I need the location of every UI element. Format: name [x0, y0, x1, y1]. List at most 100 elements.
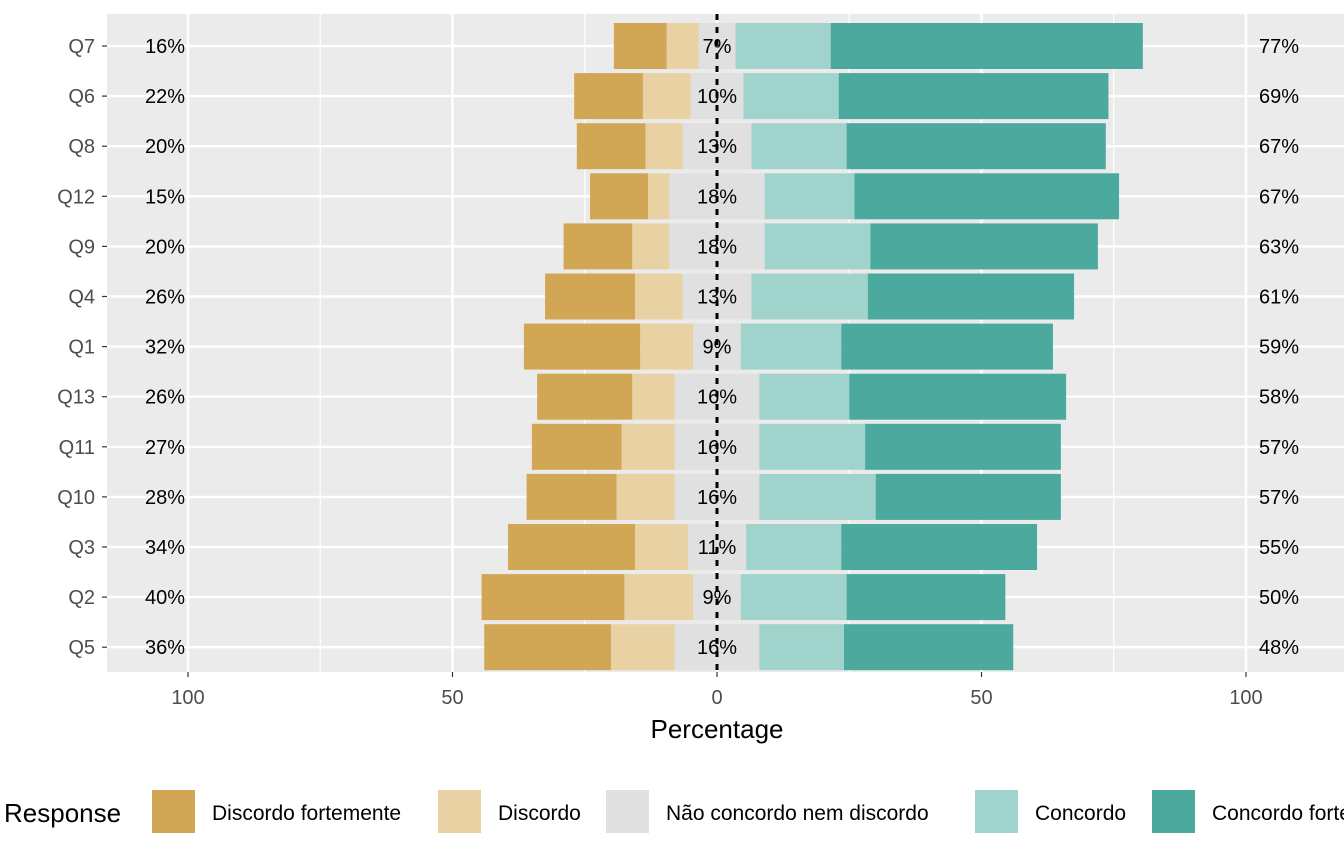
bar-concordo-fortemente: [867, 273, 1075, 320]
y-tick-label: Q3: [68, 537, 95, 559]
bar-concordo: [740, 323, 842, 370]
bar-discordo-fortemente: [590, 173, 649, 220]
y-tick-label: Q12: [57, 186, 95, 208]
bar-discordo-fortemente: [574, 73, 643, 120]
center-percentage-label: 16%: [697, 437, 737, 459]
bar-concordo: [759, 473, 876, 520]
right-percentage-label: 59%: [1259, 337, 1299, 359]
bar-discordo-fortemente: [484, 624, 612, 671]
legend-key: [1152, 790, 1195, 833]
bar-discordo: [635, 273, 683, 320]
right-percentage-label: 67%: [1259, 186, 1299, 208]
bar-discordo: [640, 323, 694, 370]
bar-concordo-fortemente: [841, 524, 1038, 570]
legend-label: Discordo fortemente: [212, 802, 401, 825]
right-percentage-label: 67%: [1259, 136, 1299, 158]
center-percentage-label: 9%: [703, 337, 732, 359]
bar-discordo-fortemente: [576, 123, 646, 170]
bar-discordo-fortemente: [563, 223, 633, 270]
right-percentage-label: 58%: [1259, 387, 1299, 409]
bar-discordo-fortemente: [531, 423, 622, 470]
y-tick-label: Q9: [68, 236, 95, 258]
x-tick-label: 100: [1229, 687, 1262, 709]
bar-concordo-fortemente: [846, 574, 1006, 621]
legend-title: Response: [4, 798, 121, 828]
x-tick-label: 100: [171, 687, 204, 709]
right-percentage-label: 55%: [1259, 537, 1299, 559]
right-percentage-label: 48%: [1259, 637, 1299, 659]
bar-concordo-fortemente: [865, 423, 1061, 470]
right-percentage-label: 77%: [1259, 36, 1299, 58]
legend-label: Não concordo nem discordo: [666, 802, 929, 825]
center-percentage-label: 10%: [697, 86, 737, 108]
bar-concordo: [735, 23, 831, 69]
left-percentage-label: 26%: [145, 387, 185, 409]
bar-concordo-fortemente: [849, 373, 1067, 420]
center-percentage-label: 9%: [703, 587, 732, 609]
bar-neutro: [674, 624, 760, 671]
bar-concordo-fortemente: [854, 173, 1120, 220]
right-percentage-label: 61%: [1259, 287, 1299, 309]
left-percentage-label: 15%: [145, 186, 185, 208]
bar-concordo-fortemente: [843, 624, 1014, 671]
bar-discordo: [616, 473, 675, 520]
left-percentage-label: 16%: [145, 36, 185, 58]
bar-concordo: [743, 73, 839, 120]
bar-concordo: [746, 524, 842, 570]
legend-label: Discordo: [498, 802, 581, 825]
y-tick-label: Q6: [68, 86, 95, 108]
bar-discordo-fortemente: [537, 373, 633, 420]
left-percentage-label: 32%: [145, 337, 185, 359]
bar-concordo: [759, 624, 844, 671]
bar-concordo: [759, 373, 850, 420]
bar-concordo-fortemente: [838, 73, 1109, 120]
y-tick-label: Q4: [68, 287, 95, 309]
bar-discordo: [611, 624, 675, 671]
legend-key: [975, 790, 1018, 833]
bar-concordo: [751, 123, 847, 170]
bar-concordo: [751, 273, 868, 320]
y-tick-label: Q2: [68, 587, 95, 609]
bar-concordo-fortemente: [846, 123, 1106, 170]
center-percentage-label: 13%: [697, 287, 737, 309]
right-percentage-label: 57%: [1259, 487, 1299, 509]
left-percentage-label: 20%: [145, 236, 185, 258]
center-percentage-label: 16%: [697, 387, 737, 409]
percentage-labels: 16% 7% 77% 22% 10% 69% 20% 13% 67% 15% 18% 67% 20% 18…: [145, 36, 1299, 659]
x-tick-label: 0: [711, 687, 722, 709]
bars: [481, 23, 1143, 671]
bar-discordo: [648, 173, 670, 220]
y-tick-label: Q8: [68, 136, 95, 158]
left-percentage-label: 28%: [145, 487, 185, 509]
y-tick-label: Q7: [68, 36, 95, 58]
right-percentage-label: 69%: [1259, 86, 1299, 108]
bar-concordo-fortemente: [875, 473, 1061, 520]
center-percentage-label: 11%: [698, 537, 737, 559]
left-percentage-label: 22%: [145, 86, 185, 108]
bar-concordo-fortemente: [870, 223, 1098, 270]
left-percentage-label: 40%: [145, 587, 185, 609]
y-axis-tick-labels: Q7 Q6 Q8 Q12 Q9 Q4 Q1 Q13 Q11 Q10 Q3 Q2 Q5: [57, 36, 107, 659]
x-axis-tick-labels: 100 50 0 50 100: [171, 672, 1263, 709]
bar-discordo: [632, 223, 670, 270]
right-percentage-label: 63%: [1259, 236, 1299, 258]
bar-discordo-fortemente: [545, 273, 636, 320]
y-tick-label: Q1: [68, 337, 95, 359]
legend: Response Discordo fortemente Discordo Não …: [4, 790, 1344, 833]
bar-discordo: [632, 373, 675, 420]
x-tick-label: 50: [970, 687, 992, 709]
bar-concordo: [764, 173, 855, 220]
center-percentage-label: 18%: [697, 186, 737, 208]
left-percentage-label: 27%: [145, 437, 185, 459]
bar-discordo: [666, 23, 699, 69]
bar-concordo: [759, 423, 866, 470]
y-tick-label: Q5: [68, 637, 95, 659]
bar-neutro: [682, 273, 752, 320]
center-percentage-label: 18%: [697, 236, 737, 258]
bar-discordo-fortemente: [508, 524, 636, 570]
bar-discordo-fortemente: [613, 23, 667, 69]
center-percentage-label: 13%: [697, 136, 737, 158]
left-percentage-label: 34%: [145, 537, 185, 559]
x-tick-label: 50: [441, 687, 463, 709]
